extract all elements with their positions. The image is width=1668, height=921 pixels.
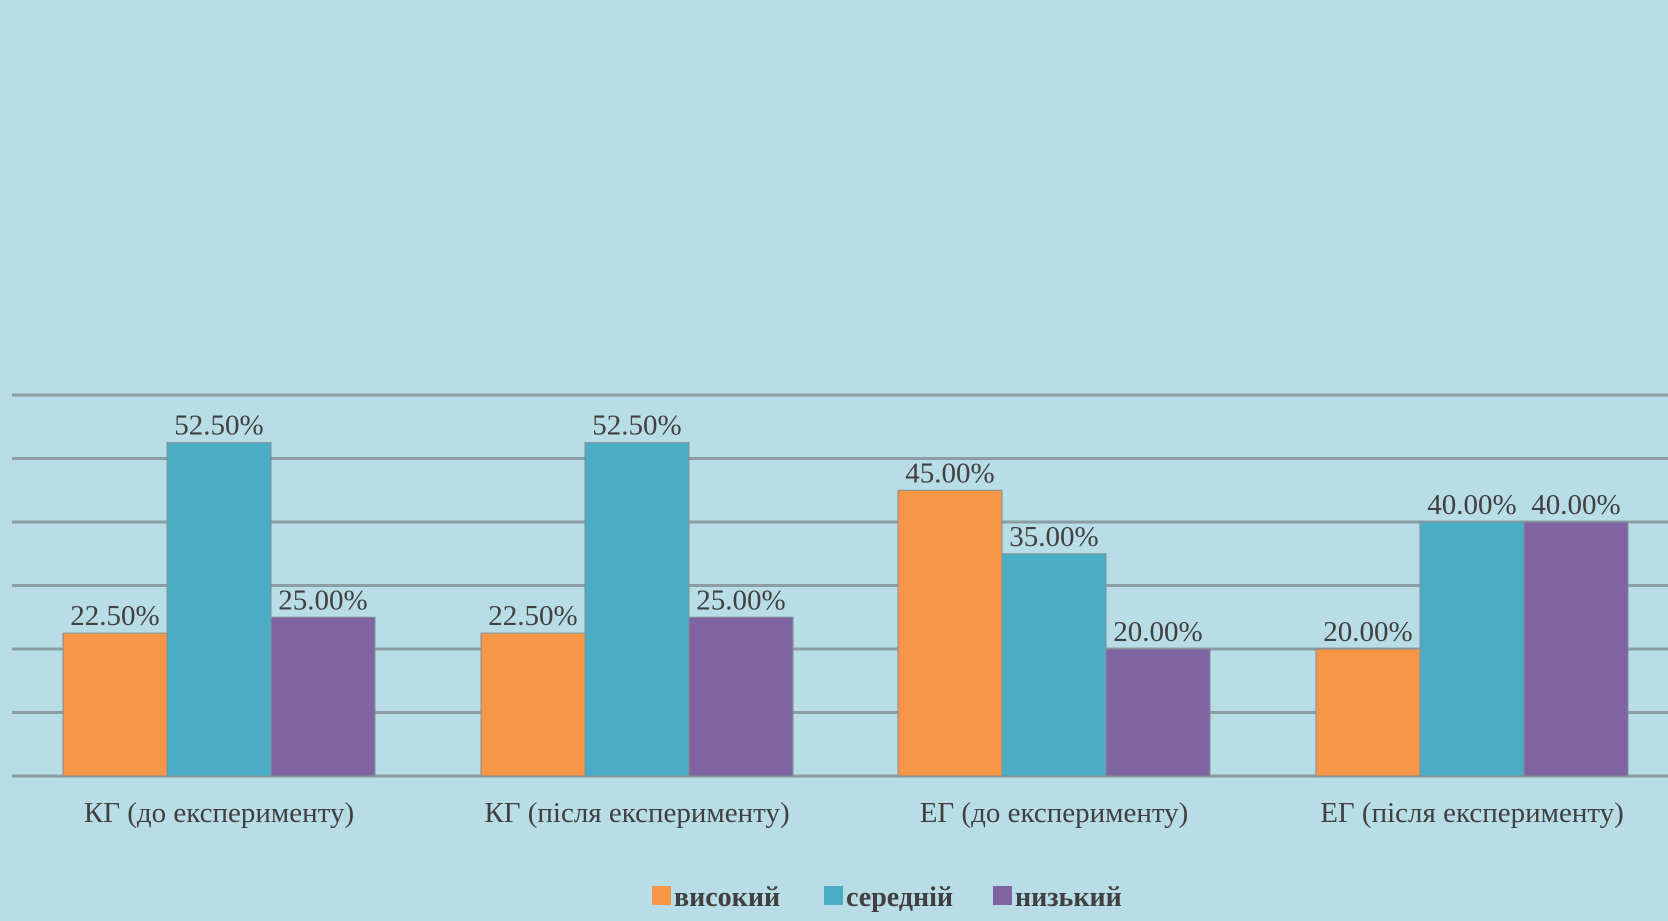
data-label: 25.00% bbox=[278, 584, 367, 616]
data-label: 25.00% bbox=[696, 584, 785, 616]
bar-низький bbox=[1523, 521, 1629, 777]
data-label: 45.00% bbox=[905, 457, 994, 489]
legend-item: середній bbox=[824, 882, 953, 913]
bar-високий bbox=[62, 632, 168, 777]
x-tick-label: КГ (до експерименту) bbox=[84, 797, 354, 829]
bar-середній bbox=[584, 442, 690, 777]
bar-середній bbox=[1419, 521, 1525, 777]
data-label: 52.50% bbox=[592, 410, 681, 442]
legend-swatch bbox=[652, 886, 671, 905]
legend-item: низький bbox=[993, 882, 1122, 913]
data-labels: 22.50% 52.50% 25.00% 22.50% 52.50% 25.00% 45.0… bbox=[70, 410, 1620, 648]
bar-середній bbox=[1001, 553, 1107, 777]
data-label: 20.00% bbox=[1323, 616, 1412, 648]
legend-swatch bbox=[993, 886, 1012, 905]
bars bbox=[62, 442, 1629, 777]
bar-низький bbox=[688, 616, 794, 777]
data-label: 40.00% bbox=[1531, 489, 1620, 521]
bar-group bbox=[1315, 521, 1629, 777]
bar-низький bbox=[1105, 648, 1211, 777]
legend-label: низький bbox=[1015, 882, 1122, 913]
legend-label: високий bbox=[674, 882, 780, 913]
data-label: 22.50% bbox=[70, 600, 159, 632]
legend-swatch bbox=[824, 886, 843, 905]
x-axis: КГ (до експерименту) КГ (після експеримен… bbox=[84, 797, 1624, 829]
data-label: 40.00% bbox=[1427, 489, 1516, 521]
legend-item: високий bbox=[652, 882, 780, 913]
data-label: 52.50% bbox=[174, 410, 263, 442]
bar-group bbox=[897, 489, 1211, 777]
bar-group bbox=[62, 442, 376, 777]
bar-високий bbox=[1315, 648, 1421, 777]
bar-низький bbox=[270, 616, 376, 777]
bar-середній bbox=[166, 442, 272, 777]
legend: високий середній низький bbox=[652, 882, 1122, 913]
data-label: 22.50% bbox=[488, 600, 577, 632]
x-tick-label: КГ (після експерименту) bbox=[484, 797, 789, 829]
data-label: 35.00% bbox=[1009, 521, 1098, 553]
x-tick-label: ЕГ (до експерименту) bbox=[920, 797, 1189, 829]
bar-високий bbox=[480, 632, 586, 777]
data-label: 20.00% bbox=[1113, 616, 1202, 648]
x-tick-label: ЕГ (після експерименту) bbox=[1320, 797, 1624, 829]
legend-label: середній bbox=[846, 882, 953, 913]
bar-group bbox=[480, 442, 794, 777]
bar-високий bbox=[897, 489, 1003, 777]
